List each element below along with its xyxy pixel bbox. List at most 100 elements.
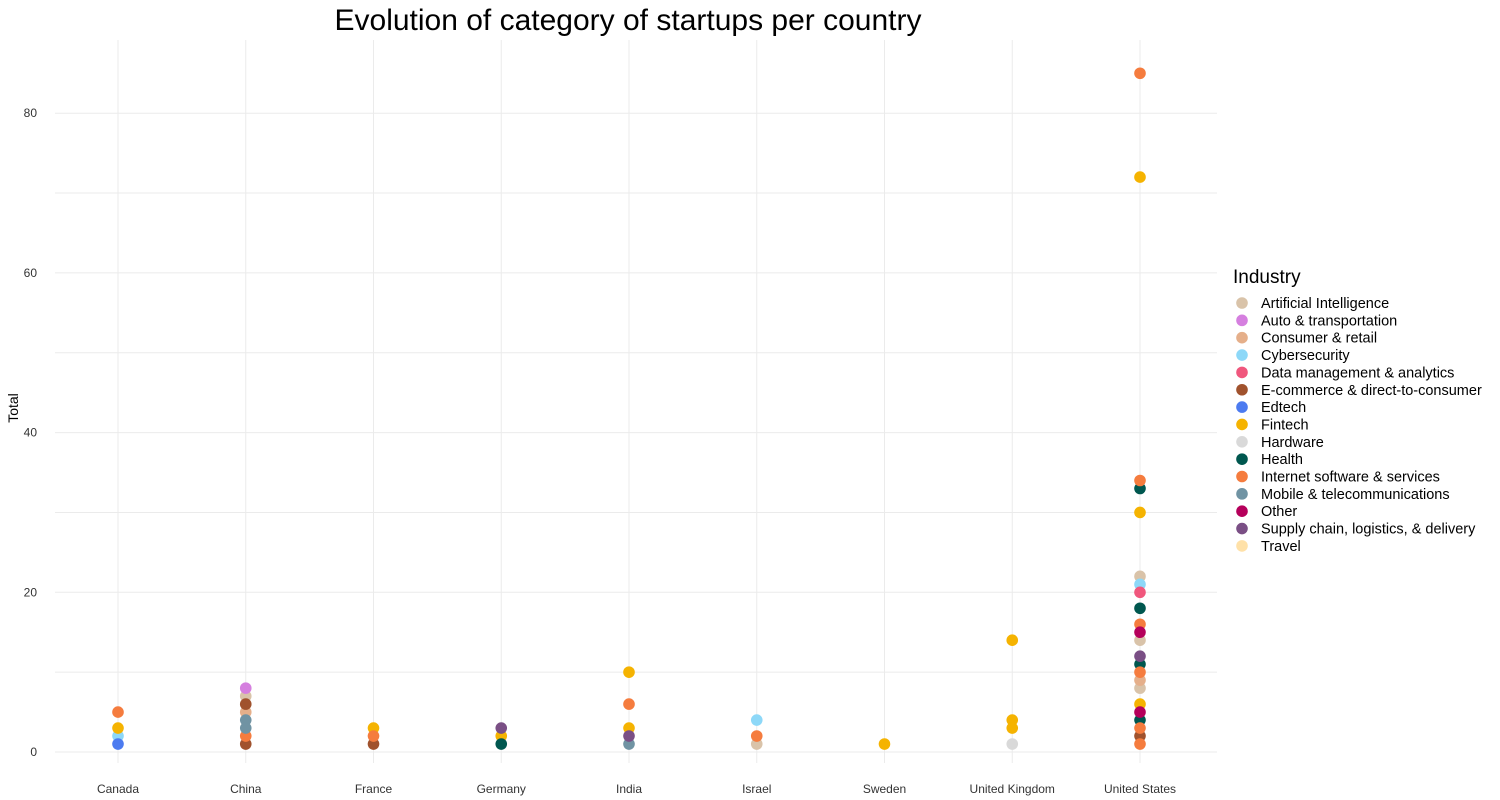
legend-label: Internet software & services — [1261, 470, 1440, 486]
data-point — [623, 698, 635, 710]
data-point — [1134, 506, 1146, 519]
chart-title: Evolution of category of startups per co… — [335, 4, 922, 37]
x-tick-labels: Canada China France Germany India Israel Swede… — [97, 782, 1176, 796]
data-point — [1006, 722, 1019, 734]
data-point — [1134, 658, 1146, 670]
x-tick-label: United States — [1104, 782, 1176, 796]
data-point — [1134, 666, 1146, 678]
legend-label: Artificial Intelligence — [1261, 296, 1389, 312]
legend-key — [1236, 349, 1248, 361]
data-point — [1134, 602, 1146, 615]
data-point — [112, 738, 124, 750]
x-tick-label: France — [355, 782, 393, 796]
x-tick-label: Israel — [742, 782, 771, 796]
legend-key — [1236, 331, 1248, 344]
data-point — [623, 730, 635, 742]
legend-label: Data management & analytics — [1261, 365, 1454, 381]
data-point — [1134, 722, 1146, 734]
data-point — [1134, 634, 1146, 647]
data-point — [1134, 482, 1146, 495]
x-tick-label: Canada — [97, 782, 139, 796]
data-point — [623, 722, 635, 734]
data-point — [239, 682, 252, 694]
legend-key — [1236, 505, 1248, 517]
data-point — [1134, 706, 1146, 718]
data-point — [750, 738, 763, 750]
data-point — [1134, 67, 1146, 80]
data-point — [112, 730, 124, 742]
legend-key — [1236, 383, 1248, 396]
data-point — [1134, 171, 1146, 183]
data-point — [367, 738, 380, 750]
data-point — [495, 722, 508, 734]
y-tick-label: 40 — [24, 426, 38, 440]
data-point — [750, 730, 763, 742]
data-point — [623, 738, 635, 750]
grid — [55, 40, 1217, 763]
legend-key — [1236, 522, 1248, 535]
data-point — [367, 722, 380, 734]
data-point — [1134, 682, 1146, 694]
legend-label: Hardware — [1261, 435, 1324, 451]
data-point — [623, 666, 635, 678]
y-tick-label: 60 — [24, 266, 38, 280]
x-tick-label: Sweden — [863, 782, 906, 796]
data-point — [239, 690, 252, 702]
data-point — [1134, 570, 1146, 583]
data-point — [112, 722, 124, 734]
legend-label: Supply chain, logistics, & delivery — [1261, 522, 1476, 538]
data-point — [1134, 578, 1146, 591]
data-point — [1134, 474, 1146, 487]
legend-key — [1236, 297, 1248, 309]
data-point — [239, 714, 252, 726]
y-tick-label: 0 — [30, 745, 37, 759]
data-point — [239, 730, 252, 742]
data-points — [112, 67, 1146, 750]
data-point — [1134, 730, 1146, 742]
data-point — [495, 730, 508, 742]
data-point — [878, 738, 891, 750]
legend-label: Fintech — [1261, 417, 1309, 433]
data-point — [1134, 714, 1146, 726]
data-point — [1134, 738, 1146, 750]
legend-label: Mobile & telecommunications — [1261, 487, 1450, 503]
data-point — [1134, 674, 1146, 686]
y-tick-label: 20 — [24, 585, 38, 599]
data-point — [1134, 626, 1146, 639]
legend-key — [1236, 314, 1248, 327]
data-point — [1006, 634, 1019, 647]
x-tick-label: United Kingdom — [970, 782, 1055, 796]
legend-label: Other — [1261, 504, 1297, 520]
data-point — [239, 738, 252, 750]
legend-label: Auto & transportation — [1261, 313, 1397, 329]
data-point — [239, 706, 252, 718]
data-point — [1134, 586, 1146, 599]
legend-label: Health — [1261, 452, 1303, 468]
data-point — [750, 714, 763, 726]
legend-label: Consumer & retail — [1261, 331, 1377, 347]
data-point — [1006, 738, 1019, 750]
legend-label: Edtech — [1261, 400, 1306, 416]
legend-key — [1236, 401, 1248, 413]
y-axis-label: Total — [5, 393, 21, 423]
legend-label: Travel — [1261, 539, 1301, 555]
data-point — [1134, 618, 1146, 631]
data-point — [239, 698, 252, 710]
legend-key — [1236, 540, 1248, 552]
legend-key — [1236, 436, 1248, 448]
legend-key — [1236, 366, 1248, 379]
y-tick-label: 80 — [24, 106, 38, 120]
data-point — [239, 722, 252, 734]
legend-key — [1236, 453, 1248, 465]
data-point — [1134, 650, 1146, 662]
data-point — [1006, 714, 1019, 726]
legend-label: Cybersecurity — [1261, 348, 1350, 364]
legend-title: Industry — [1233, 267, 1301, 288]
y-tick-labels: 0 20 40 60 80 — [24, 106, 38, 759]
data-point — [112, 706, 124, 718]
x-tick-label: China — [230, 782, 262, 796]
data-point — [495, 738, 508, 750]
